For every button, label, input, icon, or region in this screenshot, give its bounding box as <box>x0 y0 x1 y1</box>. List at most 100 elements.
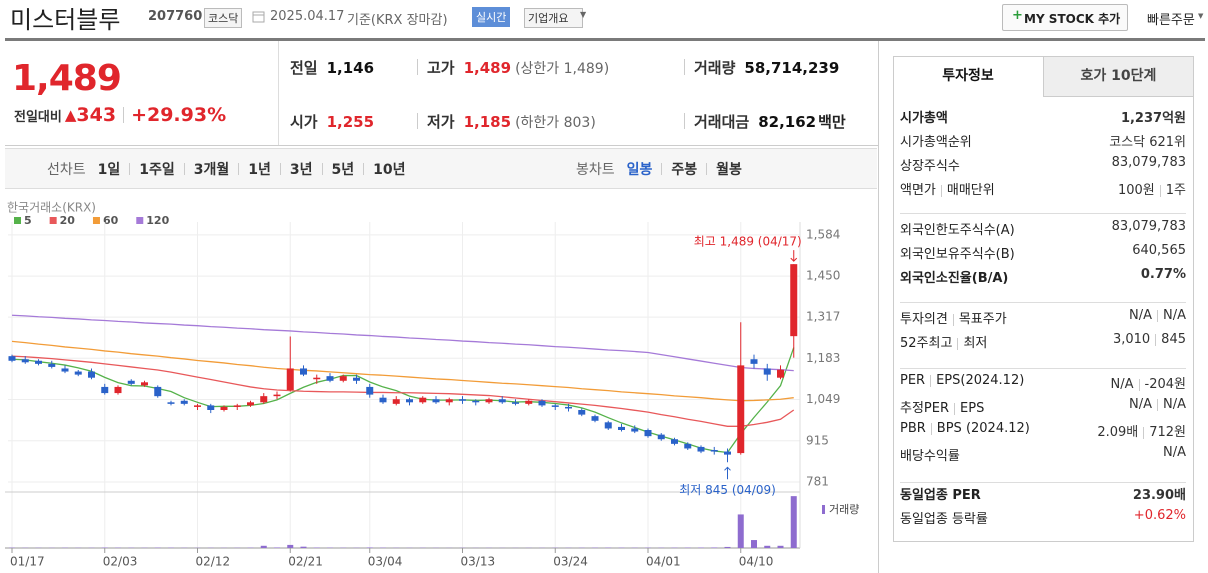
text: 845 <box>1161 332 1186 347</box>
candle-body <box>220 406 228 410</box>
info-label: 외국인보유주식수(B) <box>900 243 1015 262</box>
text: EPS(2024.12) <box>936 373 1025 388</box>
item-label: 전일 <box>290 59 318 77</box>
text: 코스닥 621위 <box>1109 135 1186 150</box>
text: N/A <box>1129 397 1152 412</box>
low-annotation: 최저 845 (04/09) <box>679 483 776 497</box>
x-tick-label: 03/04 <box>368 555 403 569</box>
candle-body <box>419 397 427 403</box>
item-label: 거래량 <box>694 59 736 77</box>
candle-body <box>459 399 466 401</box>
info-value: 83,079,783 <box>1112 219 1186 234</box>
info-label: PBR BPS (2024.12) <box>900 421 1030 436</box>
info-value: N/A -204원 <box>1111 373 1186 392</box>
quick-order[interactable]: 빠른주문 <box>1147 13 1195 28</box>
candle-body <box>141 382 148 386</box>
candle-body <box>127 380 135 384</box>
high-arrow <box>790 250 798 262</box>
section-divider <box>900 482 1186 483</box>
section-divider <box>900 302 1186 303</box>
item-value: 82,162 <box>758 113 817 131</box>
candle-body <box>286 368 294 390</box>
item-value: 1,255 <box>326 113 375 131</box>
period-tab[interactable]: 일봉 <box>626 162 653 178</box>
y-tick-label: 1,049 <box>806 392 840 406</box>
candle-body <box>485 399 493 403</box>
divider <box>1159 184 1161 197</box>
x-tick-label: 03/24 <box>553 555 588 569</box>
info-value: 0.77% <box>1141 267 1186 282</box>
mystock-button[interactable] <box>1002 4 1128 31</box>
quote-item: 거래대금 82,162 백만 <box>694 111 846 132</box>
candle-body <box>763 368 771 375</box>
change-row: 전일대비 ▲ 343 +29.93% <box>14 104 226 126</box>
divider <box>954 402 956 415</box>
period-tab[interactable]: 1주일 <box>139 162 175 178</box>
text: +0.62% <box>1133 508 1186 523</box>
period-tab[interactable]: 3년 <box>289 162 313 178</box>
text: 23.90배 <box>1132 488 1186 503</box>
candle-body <box>551 405 559 407</box>
quote-item: 시가 1,255 <box>290 111 374 132</box>
calendar-icon <box>252 11 265 23</box>
plus-icon: + <box>1012 8 1023 23</box>
divider <box>183 163 185 175</box>
text: 2.09배 <box>1097 425 1139 440</box>
text: 712원 <box>1149 425 1186 440</box>
info-value: 100원 1주 <box>1118 179 1186 198</box>
realtime-button[interactable]: 실시간 <box>472 7 511 27</box>
legend-label: 120 <box>146 214 169 227</box>
legend-label: 5 <box>24 214 32 227</box>
candle-body <box>74 371 82 375</box>
candle-body <box>88 371 95 378</box>
candle-body <box>512 402 519 404</box>
panel-tab[interactable]: 투자정보 <box>894 57 1042 96</box>
item-extra: (하한가 803) <box>515 115 596 131</box>
period-tab[interactable]: 1일 <box>97 162 121 178</box>
period-tab[interactable]: 10년 <box>373 162 406 178</box>
candle-body <box>618 426 625 430</box>
change-pct: +29.93% <box>131 104 227 126</box>
period-tab[interactable]: 3개월 <box>193 162 230 178</box>
candle-body <box>180 400 188 404</box>
item-value: 58,714,239 <box>744 59 840 77</box>
moving-average-line <box>11 355 795 427</box>
info-label: 액면가 매매단위 <box>900 179 995 198</box>
candle-body <box>671 439 678 444</box>
change: 343 <box>76 104 117 126</box>
divider <box>1138 378 1140 391</box>
text: 시가총액순위 <box>900 135 972 150</box>
item-value: 1,489 <box>463 59 512 77</box>
divider <box>1157 309 1158 322</box>
period-label: 봉차트 <box>576 162 615 178</box>
period-tab[interactable]: 주봉 <box>671 162 698 178</box>
text: N/A <box>1110 377 1134 392</box>
info-value: N/A N/A <box>1129 308 1186 323</box>
candle-body <box>737 365 745 454</box>
period-tab[interactable]: 월봉 <box>716 162 742 178</box>
text: N/A <box>1163 308 1186 323</box>
y-tick-label: 1,183 <box>806 351 840 365</box>
item-divider <box>684 113 685 129</box>
text: N/A <box>1163 445 1186 460</box>
info-label: 상장주식수 <box>900 155 960 174</box>
candle-body <box>406 399 413 403</box>
item-label: 거래대금 <box>694 113 750 131</box>
info-value: 83,079,783 <box>1112 155 1186 170</box>
info-label: PER EPS(2024.12) <box>900 373 1024 388</box>
period-label: 선차트 <box>47 162 86 178</box>
divider <box>123 107 125 123</box>
quote-bottom <box>5 145 878 146</box>
volume-label: 거래량 <box>829 503 859 516</box>
candle-body <box>21 359 29 363</box>
company-button[interactable]: 기업개요 <box>524 8 584 28</box>
candle-body <box>631 428 639 432</box>
candle-body <box>339 376 347 381</box>
panel-tab[interactable]: 호가 10단계 <box>1043 57 1193 97</box>
period-tab[interactable]: 1년 <box>248 162 271 178</box>
info-value: 23.90배 <box>1133 484 1186 503</box>
item-unit: 백만 <box>818 113 846 131</box>
candle-body <box>114 386 122 394</box>
period-tab[interactable]: 5년 <box>331 162 355 178</box>
